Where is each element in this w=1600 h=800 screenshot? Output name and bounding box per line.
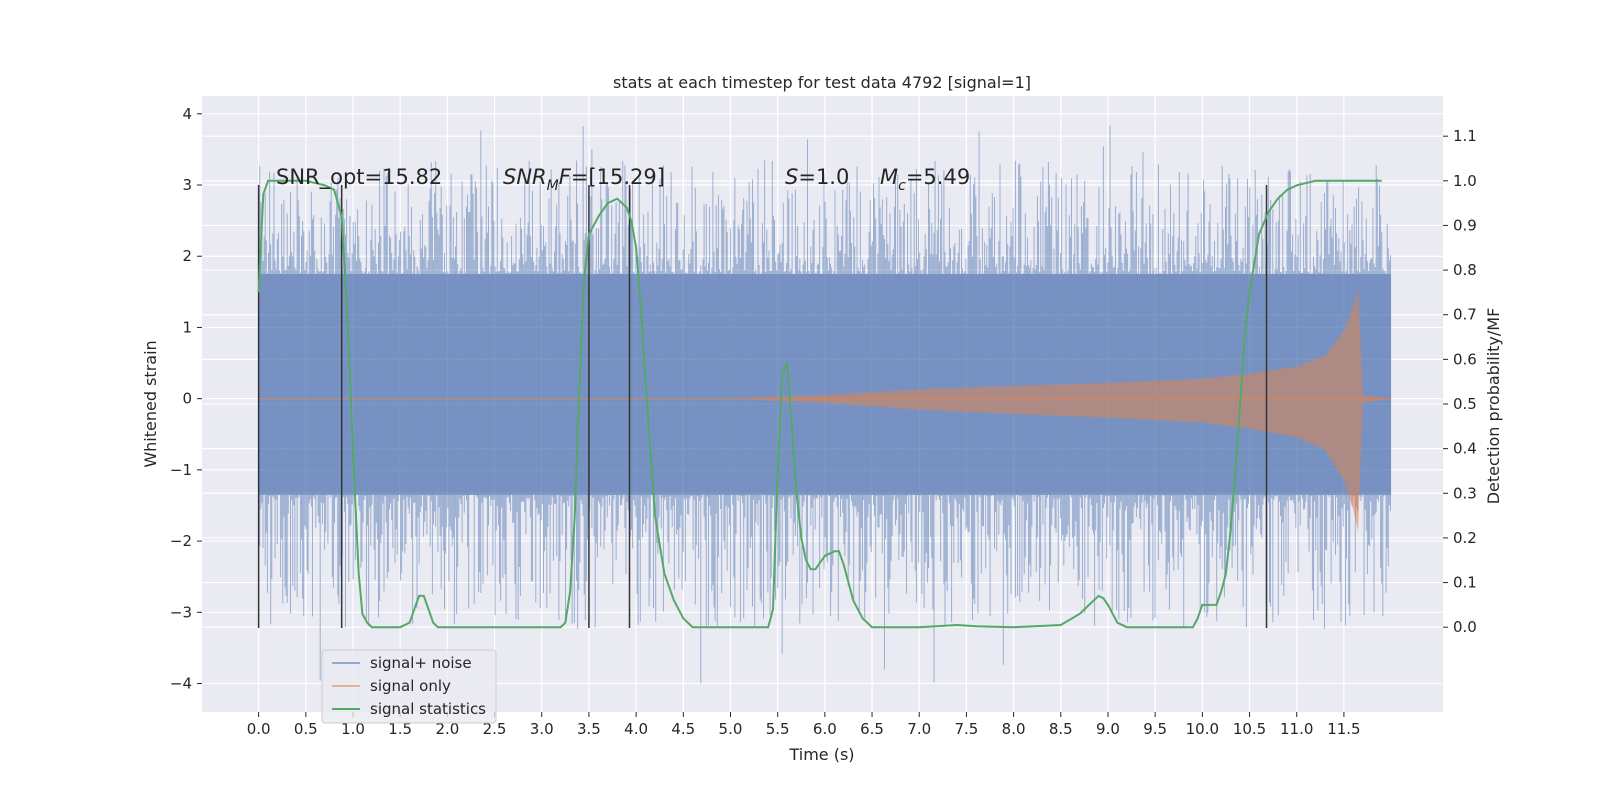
- y-tick-label: 1: [182, 318, 192, 336]
- x-tick-label: 10.0: [1186, 720, 1219, 738]
- x-tick-label: 10.5: [1233, 720, 1266, 738]
- y2-tick-label: 0.4: [1453, 440, 1477, 458]
- snr-mf-value: =[15.29]: [571, 165, 665, 189]
- s-label: S: [785, 165, 798, 189]
- snr-mf-annotation: SNRMF=[15.29]: [503, 165, 665, 194]
- x-tick-label: 5.5: [766, 720, 790, 738]
- y2-tick-label: 0.9: [1453, 216, 1477, 234]
- y2-tick-label: 1.1: [1453, 127, 1477, 145]
- mc-subscript: c: [898, 178, 906, 194]
- y2-tick-label: 0.3: [1453, 484, 1477, 502]
- x-tick-label: 11.5: [1327, 720, 1360, 738]
- y2-tick-label: 0.2: [1453, 529, 1477, 547]
- y-tick-label: 3: [182, 176, 192, 194]
- s-annotation: S=1.0: [785, 165, 849, 189]
- x-tick-label: 0.5: [294, 720, 318, 738]
- x-tick-label: 2.5: [483, 720, 507, 738]
- x-tick-label: 4.5: [671, 720, 695, 738]
- snr-mf-value-prefix: F: [559, 165, 572, 189]
- y2-tick-label: 1.0: [1453, 172, 1477, 190]
- y2-tick-label: 0.6: [1453, 350, 1477, 368]
- x-tick-label: 3.5: [577, 720, 601, 738]
- x-tick-label: 7.0: [907, 720, 931, 738]
- x-tick-label: 2.0: [435, 720, 459, 738]
- y2-tick-label: 0.5: [1453, 395, 1477, 413]
- x-tick-label: 8.5: [1049, 720, 1073, 738]
- y-tick-label: 0: [182, 390, 192, 408]
- legend: signal+ noise signal only signal statist…: [321, 649, 497, 724]
- x-tick-label: 6.0: [813, 720, 837, 738]
- snr-mf-subscript: M: [547, 178, 559, 194]
- x-tick-label: 1.0: [341, 720, 365, 738]
- mc-annotation: Mc=5.49: [880, 165, 970, 194]
- x-tick-label: 7.5: [954, 720, 978, 738]
- mc-label: M: [880, 165, 898, 189]
- x-axis-title: Time (s): [788, 745, 854, 764]
- snr-opt-annotation: SNR_opt=15.82: [276, 165, 442, 190]
- y2-tick-label: 0.0: [1453, 618, 1477, 636]
- y2-tick-label: 0.8: [1453, 261, 1477, 279]
- legend-label-signal-noise: signal+ noise: [370, 654, 472, 672]
- x-tick-label: 0.0: [247, 720, 271, 738]
- signal-only-series-group: [258, 288, 1392, 532]
- y-tick-label: 2: [182, 247, 192, 265]
- statistics-series-line: [257, 179, 1382, 629]
- statistics-series-group: [257, 179, 1382, 629]
- y2-axis-title: Detection probability/MF: [1484, 308, 1503, 505]
- y2-tick-label: 0.7: [1453, 306, 1477, 324]
- legend-label-signal-statistics: signal statistics: [370, 700, 486, 718]
- y-tick-label: −2: [170, 532, 192, 550]
- signal-only-envelope: [258, 288, 1392, 532]
- s-value: =1.0: [798, 165, 849, 189]
- y-axis-title: Whitened strain: [141, 340, 160, 467]
- legend-box: [321, 649, 497, 724]
- marker-lines-group: [257, 185, 1268, 628]
- x-tick-label: 9.5: [1143, 720, 1167, 738]
- chart-title: stats at each timestep for test data 479…: [613, 73, 1031, 92]
- x-tick-label: 9.0: [1096, 720, 1120, 738]
- x-tick-label: 3.0: [530, 720, 554, 738]
- y-tick-label: 4: [182, 105, 192, 123]
- annotations: SNR_opt=15.82 SNRMF=[15.29] S=1.0 Mc=5.4…: [276, 165, 970, 194]
- y-tick-label: −4: [170, 675, 192, 693]
- y2-tick-label: 0.1: [1453, 574, 1477, 592]
- y-tick-label: −1: [170, 461, 192, 479]
- x-tick-label: 8.0: [1002, 720, 1026, 738]
- x-tick-label: 11.0: [1280, 720, 1313, 738]
- y-tick-label: −3: [170, 603, 192, 621]
- legend-label-signal-only: signal only: [370, 677, 451, 695]
- axes-group: 0.0 0.5 1.0 1.5 2.0 2.5 3.0 3.5 4.0 4.5 5.0 5.5 6.0 6…: [170, 105, 1477, 738]
- mc-value: =5.49: [906, 165, 970, 189]
- x-tick-label: 1.5: [388, 720, 412, 738]
- x-tick-label: 5.0: [719, 720, 743, 738]
- x-tick-label: 4.0: [624, 720, 648, 738]
- snr-mf-label: SNR: [503, 165, 547, 189]
- x-tick-label: 6.5: [860, 720, 884, 738]
